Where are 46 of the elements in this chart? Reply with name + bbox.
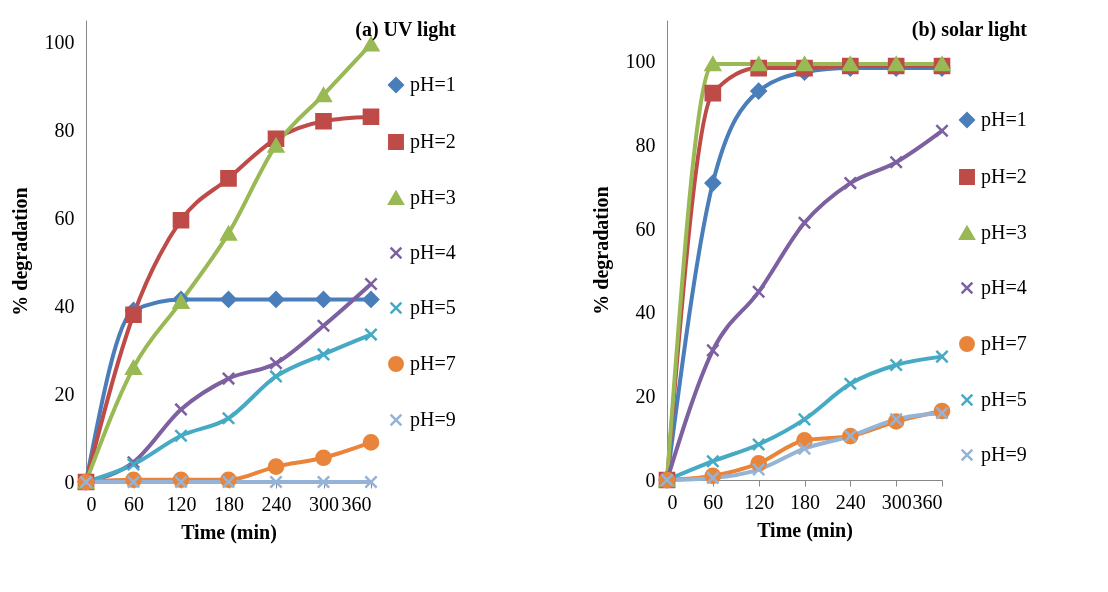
chart-title: (a) UV light — [355, 18, 457, 41]
y-tick-label: 80 — [54, 118, 75, 141]
legend-label: pH=9 — [410, 408, 456, 431]
x-axis-title: Time (min) — [181, 520, 277, 544]
x-tick-label: 360 — [912, 490, 943, 513]
y-tick-label: 40 — [635, 301, 656, 324]
x-tick-label: 300 — [309, 492, 339, 515]
x-tick-label: 180 — [214, 492, 244, 515]
x-axis-title: Time (min) — [757, 518, 853, 542]
y-tick-label: 100 — [44, 30, 75, 53]
legend-label: pH=1 — [410, 73, 456, 96]
chart-title: (b) solar light — [911, 18, 1028, 41]
legend-label: pH=9 — [981, 443, 1027, 466]
y-axis-title: % degradation — [8, 187, 32, 316]
x-tick-label: 180 — [790, 490, 820, 513]
legend-label: pH=3 — [410, 186, 456, 209]
x-tick-label: 60 — [703, 490, 724, 513]
x-tick-label: 60 — [124, 492, 144, 515]
x-tick-label: 240 — [261, 492, 292, 515]
legend-label: pH=5 — [981, 388, 1027, 411]
legend-label: pH=7 — [981, 332, 1027, 355]
y-tick-label: 0 — [645, 468, 656, 491]
x-tick-label: 120 — [744, 490, 775, 513]
y-tick-label: 40 — [54, 294, 75, 317]
legend-label: pH=4 — [981, 276, 1027, 299]
y-axis-title: % degradation — [589, 186, 613, 315]
x-tick-label: 0 — [86, 492, 97, 515]
x-tick-label: 120 — [166, 492, 197, 515]
y-tick-label: 20 — [635, 384, 656, 407]
legend-label: pH=5 — [410, 296, 456, 319]
x-tick-label: 300 — [881, 490, 912, 513]
legend-label: pH=7 — [410, 352, 456, 375]
y-tick-label: 0 — [64, 470, 75, 493]
y-tick-label: 20 — [54, 382, 75, 405]
x-tick-label: 240 — [835, 490, 866, 513]
legend-label: pH=3 — [981, 221, 1027, 244]
x-tick-label: 0 — [667, 490, 678, 513]
legend-label: pH=2 — [410, 130, 456, 153]
y-tick-label: 60 — [54, 206, 75, 229]
legend-label: pH=4 — [410, 241, 456, 264]
y-tick-label: 80 — [635, 133, 656, 156]
legend-label: pH=1 — [981, 108, 1027, 131]
x-tick-label: 360 — [341, 492, 372, 515]
y-tick-label: 100 — [625, 50, 656, 73]
legend-label: pH=2 — [981, 165, 1027, 188]
y-tick-label: 60 — [635, 217, 656, 240]
